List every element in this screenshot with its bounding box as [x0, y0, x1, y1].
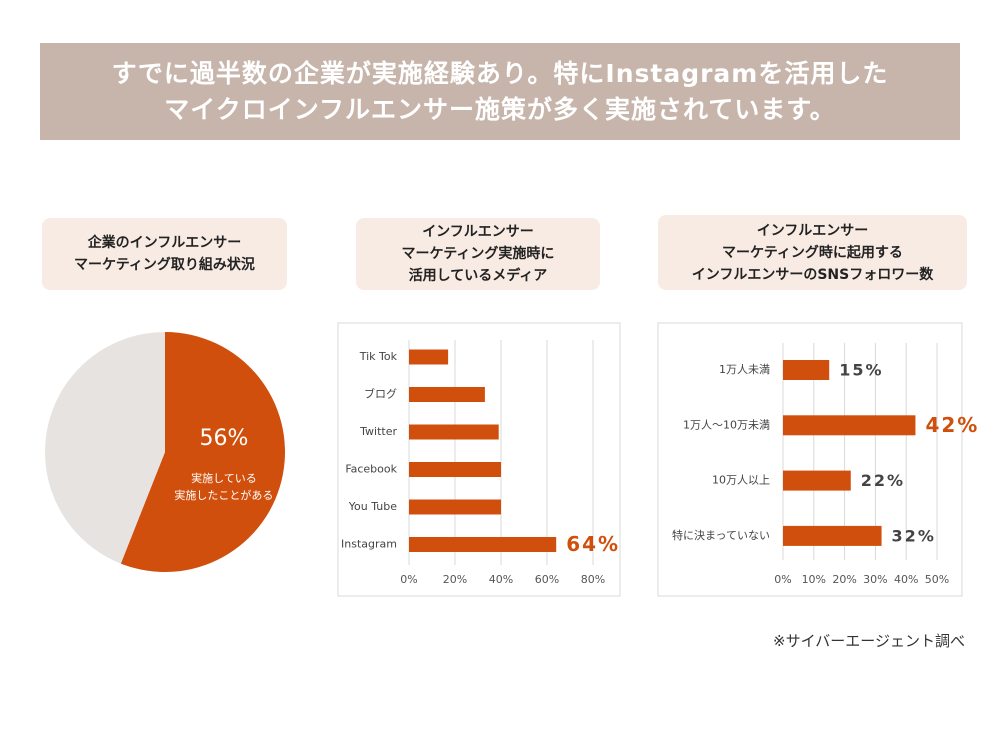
pie-slice	[120, 332, 285, 572]
chart-title: インフルエンサー マーケティング実施時に 活用しているメディア	[356, 218, 600, 290]
source-note: ※サイバーエージェント調べ	[773, 631, 965, 650]
y-tick-label: Tik Tok	[359, 350, 398, 363]
bar	[783, 360, 830, 380]
y-tick-label: 1万人未満	[719, 363, 770, 376]
bar	[409, 424, 499, 440]
x-tick-label: 0%	[400, 573, 417, 586]
x-tick-label: 40%	[894, 573, 918, 586]
data-label: 22%	[861, 471, 905, 490]
x-tick-label: 50%	[925, 573, 949, 586]
plot-frame	[657, 322, 963, 597]
bar	[409, 462, 501, 477]
bar	[783, 415, 916, 436]
y-tick-label: You Tube	[348, 500, 397, 513]
x-tick-label: 10%	[802, 573, 826, 586]
x-tick-label: 30%	[863, 573, 887, 586]
y-tick-label: 10万人以上	[712, 474, 770, 487]
y-tick-label: 1万人～10万未満	[683, 418, 770, 431]
y-tick-label: Facebook	[345, 463, 397, 476]
bar	[409, 537, 557, 552]
y-tick-label: Instagram	[341, 538, 397, 551]
plot-frame	[337, 322, 621, 597]
bar	[783, 470, 851, 491]
x-tick-label: 80%	[581, 573, 605, 586]
data-label: 64%	[566, 532, 620, 556]
y-tick-label: 特に決まっていない	[672, 528, 770, 542]
y-tick-label: ブログ	[364, 387, 397, 401]
pie-slice	[44, 332, 165, 564]
x-tick-label: 0%	[774, 573, 791, 586]
data-label: 15%	[839, 361, 883, 380]
x-tick-label: 20%	[443, 573, 467, 586]
y-tick-label: Twitter	[359, 425, 397, 438]
chart-title: インフルエンサー マーケティング時に起用する インフルエンサーのSNSフォロワー…	[658, 215, 967, 290]
x-tick-label: 60%	[535, 573, 559, 586]
data-label: 56%	[199, 426, 248, 451]
bar	[409, 499, 501, 515]
chart-title: 企業のインフルエンサー マーケティング取り組み状況	[42, 218, 287, 290]
slice-label: 実施している 実施したことがある	[174, 472, 274, 503]
header-title: すでに過半数の企業が実施経験あり。特にInstagramを活用した マイクロイン…	[40, 43, 960, 140]
data-label: 32%	[892, 526, 936, 545]
bar	[409, 387, 485, 402]
x-tick-label: 40%	[489, 573, 513, 586]
x-tick-label: 20%	[832, 573, 856, 586]
bar	[409, 349, 449, 365]
bar	[783, 525, 882, 546]
data-label: 42%	[925, 413, 979, 437]
